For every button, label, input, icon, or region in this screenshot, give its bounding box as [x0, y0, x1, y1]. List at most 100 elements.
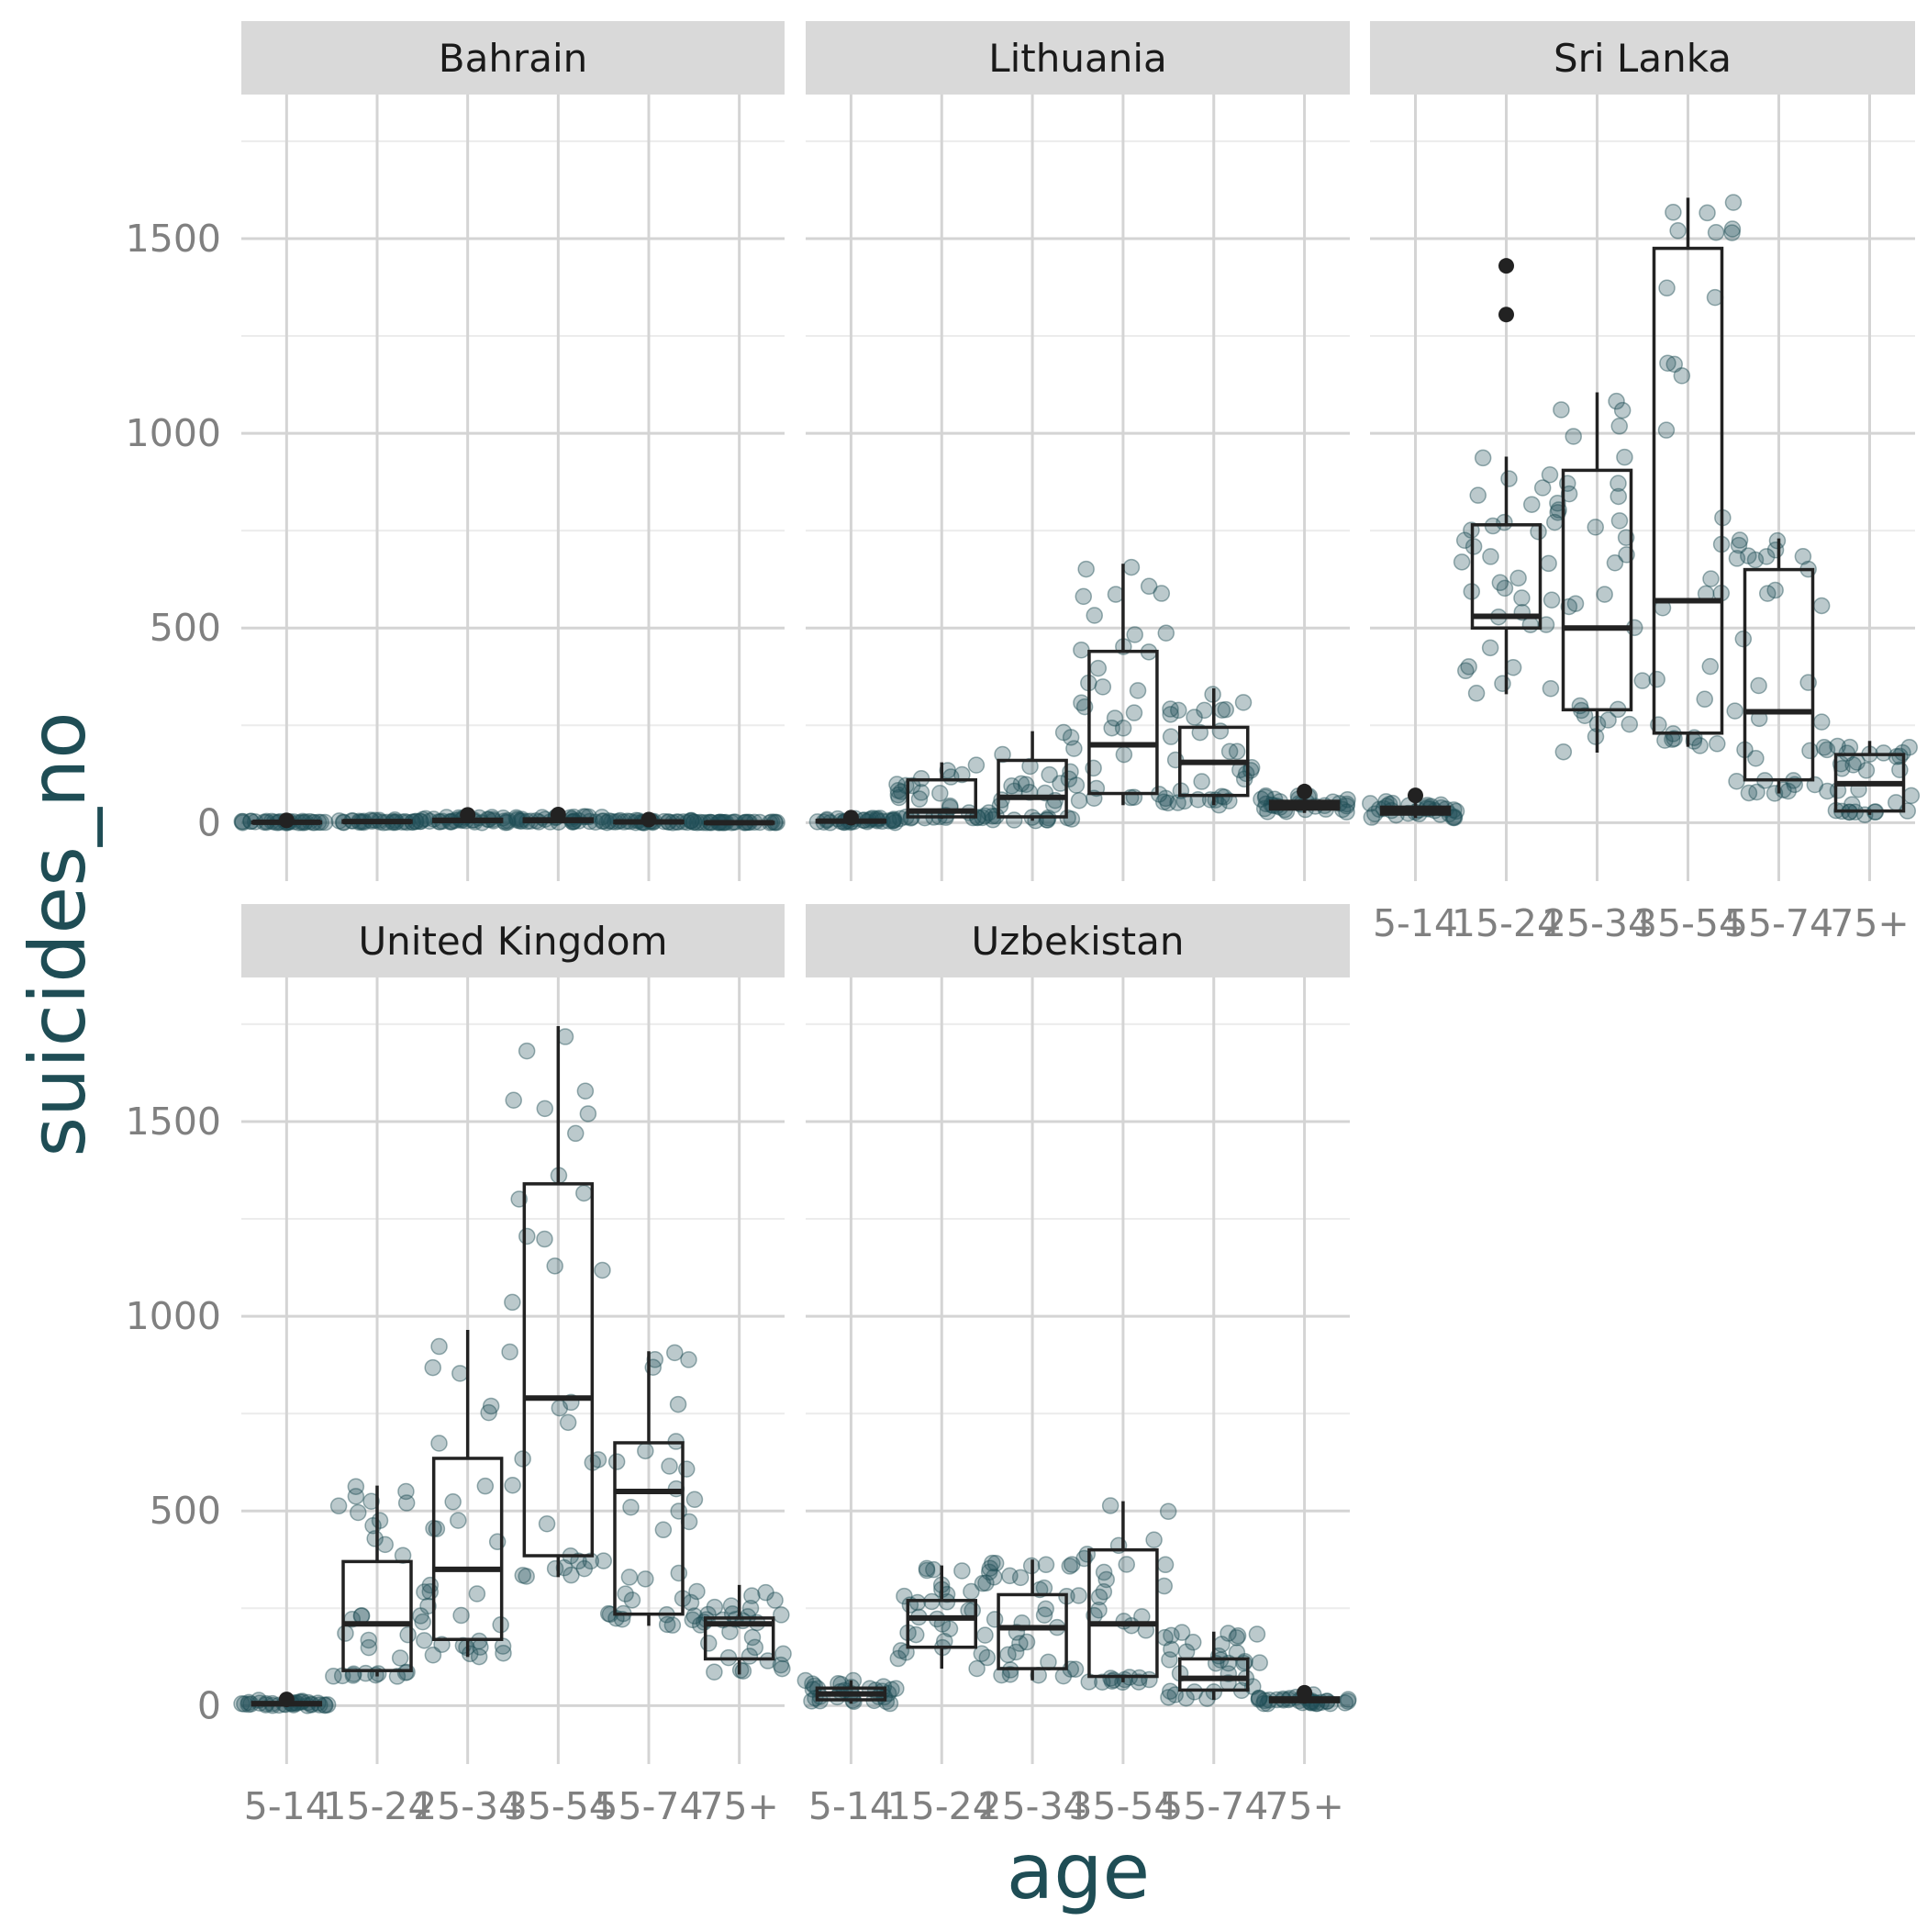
jitter-point — [234, 812, 251, 831]
x-tick-label: 35-54 — [1068, 1784, 1177, 1828]
jitter-point — [1658, 279, 1676, 297]
jitter-point — [1067, 776, 1086, 794]
jitter-point — [1500, 470, 1518, 487]
jitter-point — [1037, 1556, 1055, 1574]
jitter-point — [350, 1503, 367, 1522]
outlier-point — [550, 806, 566, 822]
x-tick-label: 15-24 — [1452, 901, 1561, 945]
x-tick-label: 35-54 — [504, 1784, 613, 1828]
jitter-point — [325, 1668, 342, 1685]
jitter-point — [538, 1514, 556, 1533]
x-tick-label: 35-54 — [1633, 901, 1743, 945]
facet-strip — [806, 21, 1350, 95]
jitter-point — [1606, 554, 1624, 572]
facet-panel-bahrain: Bahrain 0 500 1000 1500 — [126, 21, 785, 881]
jitter-point — [329, 1497, 348, 1515]
jitter-point — [595, 1552, 613, 1569]
jitter-point — [1155, 1577, 1174, 1595]
jitter-point — [1094, 1673, 1111, 1692]
jitter-point — [1061, 1558, 1079, 1575]
jitter-point — [399, 1625, 417, 1644]
jitter-point — [1537, 616, 1555, 633]
jitter-point — [1469, 486, 1487, 504]
jitter-point — [1702, 570, 1720, 587]
outlier-point — [278, 1692, 295, 1708]
jitter-point — [376, 1536, 394, 1554]
jitter-point — [1522, 496, 1541, 513]
jitter-point — [470, 1647, 488, 1666]
jitter-point — [1063, 1556, 1081, 1573]
jitter-point — [918, 1561, 936, 1580]
jitter-point — [685, 1607, 704, 1625]
jitter-point — [796, 1671, 815, 1690]
jitter-point — [1162, 706, 1179, 723]
jitter-point — [1750, 676, 1767, 695]
jitter-point — [563, 1566, 580, 1584]
jitter-point — [1157, 789, 1175, 808]
jitter-point — [476, 1477, 495, 1495]
jitter-point — [685, 813, 703, 832]
jitter-point — [450, 1512, 467, 1529]
jitter-point — [1070, 1587, 1087, 1604]
jitter-point — [1162, 1682, 1179, 1700]
jitter-point — [741, 1647, 759, 1665]
jitter-point — [941, 1620, 959, 1637]
jitter-point — [889, 782, 908, 799]
jitter-point — [1542, 679, 1560, 698]
jitter-point — [1613, 401, 1632, 419]
jitter-point — [1186, 709, 1203, 726]
jitter-point — [1610, 418, 1629, 435]
jitter-point — [936, 1632, 953, 1650]
jitter-point — [774, 1645, 792, 1663]
jitter-point — [1003, 777, 1020, 795]
jitter-point — [886, 813, 904, 832]
jitter-point — [1140, 577, 1158, 596]
jitter-point — [1844, 756, 1862, 774]
jitter-point — [1073, 694, 1090, 711]
jitter-point — [1723, 224, 1741, 241]
jitter-point — [757, 1583, 774, 1602]
jitter-point — [1496, 579, 1514, 597]
jitter-point — [1184, 1634, 1202, 1651]
box — [1470, 523, 1543, 630]
jitter-point — [1757, 548, 1776, 565]
jitter-point — [412, 812, 429, 831]
jitter-point — [888, 776, 906, 793]
jitter-point — [1812, 597, 1831, 615]
jitter-point — [1220, 743, 1239, 760]
jitter-point — [1234, 694, 1253, 711]
outlier-point — [1297, 1684, 1313, 1701]
jitter-point — [986, 1555, 1005, 1572]
jitter-point — [685, 813, 703, 831]
jitter-point — [1162, 728, 1180, 745]
jitter-point — [986, 1611, 1004, 1628]
jitter-point — [1610, 487, 1628, 506]
jitter-point — [594, 812, 611, 831]
jitter-point — [451, 1365, 469, 1382]
facet-strip-label: Lithuania — [988, 36, 1167, 81]
jitter-point — [396, 1664, 415, 1681]
y-tick-label: 1500 — [126, 1100, 221, 1144]
jitter-point — [1610, 475, 1627, 492]
jitter-point — [347, 1478, 365, 1495]
jitter-point — [994, 745, 1011, 764]
jitter-point — [1114, 720, 1132, 737]
jitter-point — [968, 1659, 986, 1678]
jitter-point — [594, 1261, 611, 1279]
jitter-point — [931, 785, 949, 802]
outlier-point — [278, 812, 295, 829]
box — [431, 1457, 504, 1641]
jitter-point — [575, 1184, 593, 1202]
jitter-point — [1248, 1625, 1266, 1643]
jitter-point — [661, 1457, 678, 1475]
x-tick-label: 55-74 — [1724, 901, 1833, 945]
jitter-point — [1900, 738, 1918, 756]
jitter-point — [480, 1403, 497, 1422]
jitter-point — [1173, 1624, 1191, 1641]
jitter-point — [1696, 690, 1713, 709]
jitter-point — [579, 1105, 597, 1122]
outlier-point — [1408, 787, 1423, 804]
jitter-point — [1560, 485, 1578, 503]
jitter-point — [1160, 1689, 1177, 1706]
jitter-point — [918, 1559, 936, 1578]
